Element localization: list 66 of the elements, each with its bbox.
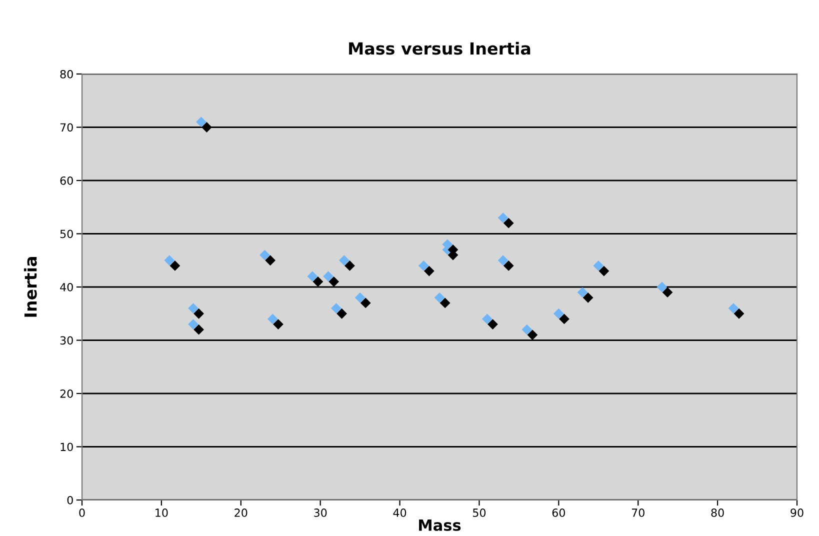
point [170,260,180,271]
point [424,266,434,276]
point [265,255,276,266]
x-tick-label: 80 [711,508,724,517]
point [194,324,204,335]
y-tick-label: 10 [60,442,73,452]
point [527,330,538,340]
x-tick-label: 60 [552,508,565,517]
point [202,122,212,132]
point [338,255,350,266]
point [503,218,514,228]
point [336,308,347,319]
point [418,260,429,271]
point [328,276,340,287]
point [553,308,564,319]
point [196,116,206,128]
y-tick-label: 0 [67,496,73,504]
point [582,292,594,303]
point [503,260,514,271]
point [273,319,284,330]
point [307,271,318,282]
point [194,308,204,319]
x-tick-label: 70 [632,508,644,517]
point [656,282,668,292]
point [522,324,532,335]
y-tick-label: 30 [60,336,73,345]
x-tick-label: 50 [473,508,486,517]
point [593,260,604,271]
point [498,255,508,266]
point [331,303,342,314]
y-tick-label: 80 [60,70,73,78]
x-tick-label: 30 [314,508,327,517]
point [498,212,508,223]
x-axis-title: Mass [419,520,461,531]
y-axis-title: Inertia [24,257,37,317]
y-tick-label: 20 [60,389,73,398]
y-tick-label: 40 [60,282,73,292]
point [344,260,355,271]
point [482,314,492,324]
point [598,266,610,276]
point [360,298,371,308]
point [440,298,450,308]
point [323,271,334,282]
chart-title: Mass versus Inertia [349,42,530,55]
point [164,255,175,266]
point [312,276,324,287]
point [188,303,198,314]
point [434,292,445,303]
point [662,287,673,298]
x-tick-label: 20 [234,508,248,517]
point [260,250,270,260]
point [734,308,744,319]
point [354,292,366,303]
x-tick-label: 40 [393,508,406,517]
point [728,303,739,314]
x-tick-label: 0 [79,508,85,517]
point [488,319,498,330]
point [559,314,570,324]
x-tick-label: 90 [790,508,804,517]
point [577,287,588,298]
x-tick-label: 10 [156,508,168,517]
point [188,319,198,330]
y-tick-label: 60 [60,176,73,185]
y-tick-label: 50 [60,230,73,238]
y-tick-label: 70 [60,123,73,132]
point [267,314,278,324]
